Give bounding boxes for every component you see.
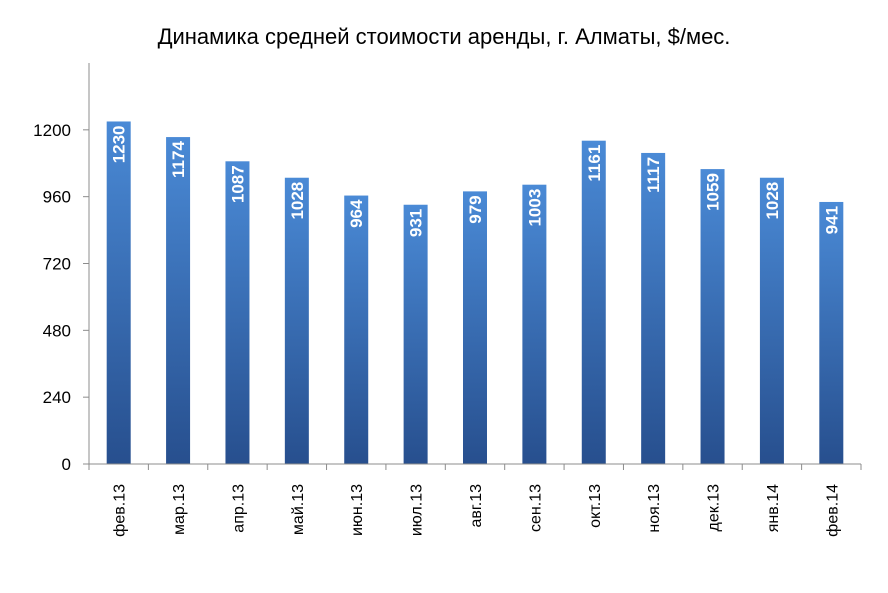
bar-data-label: 1230: [110, 125, 129, 163]
x-tick-label: июл.13: [409, 484, 426, 536]
x-tick-label: фев.14: [824, 484, 841, 537]
x-tick-label: сен.13: [527, 484, 544, 532]
axes: [88, 63, 862, 470]
bar-data-label: 1161: [585, 145, 604, 182]
bar-data-label: 1117: [644, 157, 663, 193]
x-tick-label: окт.13: [587, 484, 604, 528]
bar: [284, 177, 309, 464]
x-tick-label: май.13: [290, 484, 307, 535]
bar: [344, 195, 369, 464]
x-tick-label: апр.13: [230, 484, 247, 533]
bar-series: [106, 121, 844, 465]
bar-data-label: 1087: [228, 165, 247, 203]
y-tick-label: 1200: [33, 121, 71, 140]
bar: [581, 140, 606, 464]
x-tick-label: янв.14: [765, 484, 782, 532]
bar-data-label: 1174: [169, 141, 188, 178]
y-axis-ticks: 0 240 480 720 960 1200: [33, 121, 89, 474]
data-labels: 1230 1174 1087 1028 964 931 979 1003 1161 1117 105…: [110, 125, 842, 237]
x-tick-label: фев.13: [112, 484, 129, 537]
bar: [819, 201, 844, 464]
bar-data-label: 1028: [763, 182, 782, 220]
bar: [225, 161, 250, 464]
bar: [522, 184, 547, 464]
bar-data-label: 979: [466, 195, 485, 223]
x-tick-label: ноя.13: [646, 484, 663, 533]
bar: [759, 177, 784, 464]
y-tick-label: 720: [43, 255, 71, 274]
y-tick-label: 480: [43, 321, 71, 340]
x-tick-label: мар.13: [171, 484, 188, 535]
bar: [403, 204, 428, 464]
bar: [463, 191, 487, 464]
x-tick-label: авг.13: [468, 484, 485, 528]
y-tick-label: 240: [43, 388, 71, 407]
chart-title: Динамика средней стоимости аренды, г. Ал…: [157, 24, 731, 49]
bar: [106, 121, 131, 465]
bar: [700, 169, 725, 465]
y-tick-label: 960: [43, 188, 71, 207]
bar-data-label: 931: [407, 209, 426, 237]
bar-data-label: 1003: [525, 189, 544, 227]
bar-data-label: 941: [822, 206, 841, 234]
x-axis-labels: фев.13 мар.13 апр.13 май.13 июн.13 июл.13 авг.…: [112, 484, 842, 537]
bar-data-label: 964: [347, 199, 366, 228]
bar-data-label: 1028: [288, 182, 307, 220]
x-tick-label: дек.13: [706, 484, 723, 532]
y-tick-label: 0: [62, 455, 71, 474]
bar: [166, 137, 191, 464]
bar: [641, 152, 666, 464]
x-tick-label: июн.13: [349, 484, 366, 536]
bar-data-label: 1059: [704, 173, 723, 211]
